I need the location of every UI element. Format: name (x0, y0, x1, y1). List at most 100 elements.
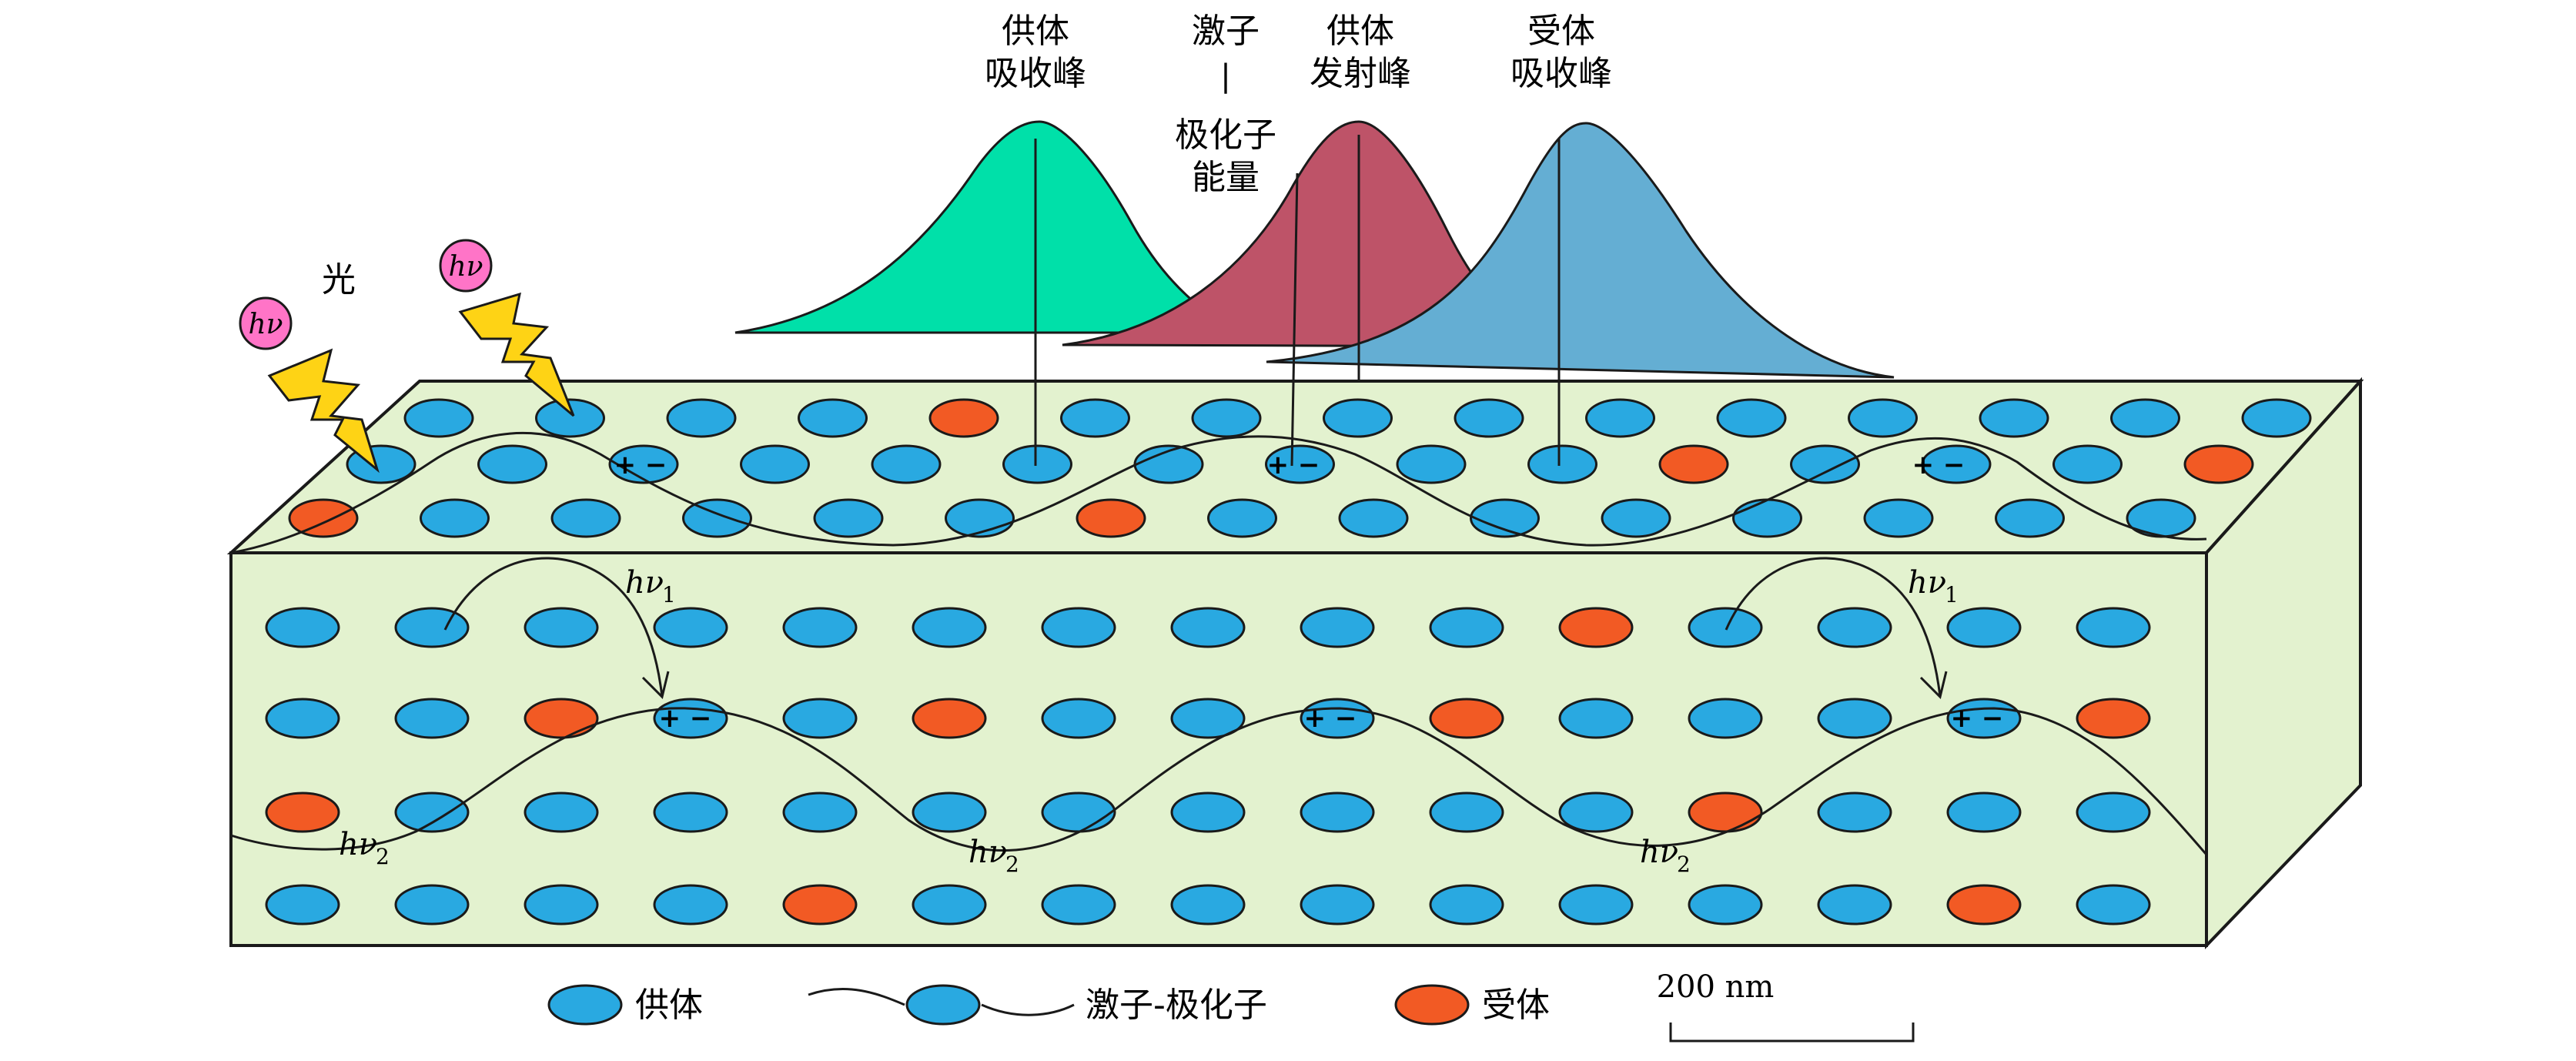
donor-molecule (1396, 444, 1467, 484)
donor-molecule (1558, 884, 1634, 925)
donor-molecule (1558, 792, 1634, 833)
donor-molecule (1848, 398, 1918, 438)
donor-molecule (1300, 884, 1375, 925)
donor-molecule (1470, 498, 1540, 538)
donor-molecule (782, 698, 858, 739)
label-line: 能量 (1192, 158, 1260, 197)
donor-molecule (798, 398, 868, 438)
hv2-label-3: hν 2 (1640, 835, 1691, 877)
donor-molecule (1429, 607, 1504, 648)
donor-molecule (1946, 792, 2022, 833)
hv2-label-1: hν 2 (339, 827, 390, 869)
donor-molecule (2126, 498, 2196, 538)
label-line: 极化子 (1175, 115, 1276, 155)
donor-absorption-label: 供体 吸收峰 (985, 12, 1086, 93)
donor-molecule (782, 607, 858, 648)
donor-molecule (1191, 398, 1262, 438)
donor-molecule (394, 607, 470, 648)
donor-molecule (1207, 498, 1277, 538)
donor-molecule (265, 884, 340, 925)
donor-molecule (912, 607, 987, 648)
charge-marker: + − (1912, 450, 1965, 480)
light-label: 光 (322, 260, 356, 300)
hv-subscript: 1 (662, 582, 676, 607)
charge-markers: + − + − + − + − + − + − (614, 450, 2004, 734)
acceptor-absorption-label: 受体 吸收峰 (1510, 12, 1612, 93)
legend: 供体 激子-极化子 受体 200 nm (547, 969, 1915, 1043)
donor-molecule (1300, 792, 1375, 833)
hv-subscript: 1 (1945, 582, 1959, 607)
donor-molecule (871, 444, 942, 484)
donor-molecule (1002, 444, 1072, 484)
acceptor-molecule (912, 698, 987, 739)
acceptor-molecule (1688, 792, 1763, 833)
donor-molecule (1170, 884, 1246, 925)
acceptor-molecule (1658, 444, 1729, 484)
donor-molecule (394, 884, 470, 925)
peak-indicator-lines (1034, 135, 1561, 467)
donor-molecule (394, 698, 470, 739)
donor-molecule (1454, 398, 1524, 438)
donor-molecule (1979, 398, 2049, 438)
charge-marker: + − (1304, 703, 1357, 734)
donor-molecule (666, 398, 737, 438)
acceptor-molecule (2183, 444, 2254, 484)
donor-molecule (1170, 698, 1246, 739)
hv1-label-right: hν 1 (1908, 565, 1959, 607)
donor-molecule (1041, 698, 1116, 739)
hv-subscript: 2 (1677, 852, 1691, 877)
donor-molecule (550, 498, 621, 538)
donor-molecule (1323, 398, 1393, 438)
polariton-waves (230, 431, 2208, 855)
acceptor-molecule (782, 884, 858, 925)
donor-molecule (1558, 698, 1634, 739)
donor-molecule (1817, 884, 1892, 925)
scale-bar-label: 200 nm (1657, 969, 1775, 1005)
donor-molecule (912, 792, 987, 833)
donor-molecule (1585, 398, 1655, 438)
donor-molecule (782, 792, 858, 833)
photon-icon (439, 239, 493, 293)
donor-molecule (394, 792, 470, 833)
label-line: 供体 (1326, 12, 1394, 51)
donor-molecule (1338, 498, 1409, 538)
peak-labels: 供体 吸收峰 激子 | 极化子 能量 供体 发射峰 受体 吸收峰 (985, 12, 1612, 197)
label-line: | (1220, 59, 1230, 94)
hv-text: hν (339, 827, 377, 862)
acceptor-molecule (265, 792, 340, 833)
donor-molecule (265, 607, 340, 648)
acceptor-molecule (928, 398, 999, 438)
legend-polariton-swatch (905, 984, 981, 1026)
donor-molecule (1732, 498, 1802, 538)
acceptor-molecule (1558, 607, 1634, 648)
transfer-arrow-left (443, 557, 664, 698)
transfer-arrow-right-head (1919, 671, 1948, 699)
donor-molecule (1300, 607, 1375, 648)
scale-bar: 200 nm (1657, 969, 1915, 1043)
exciton-polariton-energy-label: 激子 | 极化子 能量 (1175, 12, 1276, 197)
legend-donor-label: 供体 (635, 986, 703, 1025)
donor-molecule (1429, 792, 1504, 833)
donor-molecule (2241, 398, 2312, 438)
transfer-arrow-left-head (641, 671, 670, 699)
lightning-bolt-icon (267, 348, 380, 474)
donor-molecule (682, 498, 752, 538)
acceptor-molecule (1429, 698, 1504, 739)
hv-subscript: 2 (376, 844, 390, 869)
donor-molecule (2076, 792, 2151, 833)
legend-polariton-wave (808, 987, 1075, 1016)
donor-molecule (1688, 884, 1763, 925)
hv-text: hν (969, 835, 1007, 870)
donor-molecule (403, 398, 474, 438)
donor-molecule (1921, 444, 1992, 484)
donor-molecule (1946, 607, 2022, 648)
donor-emission-label: 供体 发射峰 (1310, 12, 1411, 93)
donor-molecule (524, 884, 599, 925)
acceptor-molecule (2076, 698, 2151, 739)
donor-molecule (1817, 792, 1892, 833)
donor-molecule (1688, 698, 1763, 739)
donor-molecule (945, 498, 1015, 538)
photon-energy-labels: hν 1 hν 1 hν 2 hν 2 hν 2 (339, 565, 1959, 877)
label-line: 吸收峰 (985, 54, 1086, 93)
